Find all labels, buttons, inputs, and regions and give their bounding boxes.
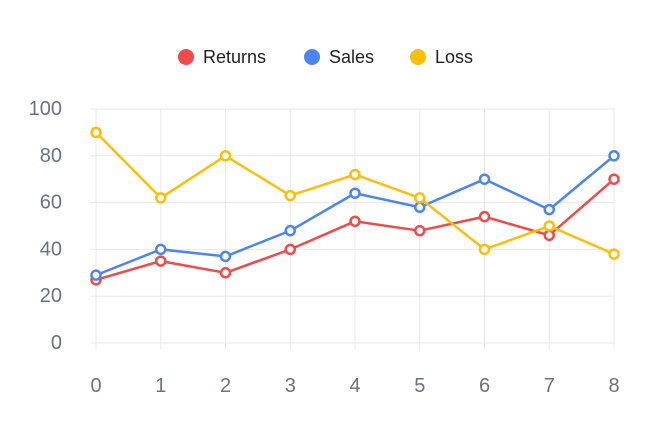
legend-item-sales[interactable]: Sales [304,47,374,67]
data-point-loss[interactable] [608,248,620,260]
grid [90,108,615,349]
x-tick-label: 7 [544,375,555,397]
legend-marker [304,49,320,65]
x-tick-label: 1 [155,375,166,397]
data-point-returns[interactable] [543,229,555,242]
y-tick-label: 0 [51,332,62,354]
y-tick-label: 40 [40,238,62,260]
legend-label: Returns [203,47,266,67]
series-layer [90,126,620,286]
legend-marker [178,49,194,65]
y-tick-label: 100 [29,98,62,120]
y-tick-label: 60 [40,192,62,214]
data-point-sales[interactable] [219,250,232,263]
legend-item-loss[interactable]: Loss [410,47,473,67]
data-point-returns[interactable] [219,267,232,279]
data-point-sales[interactable] [608,150,620,162]
data-point-returns[interactable] [478,210,491,223]
y-tick-label: 80 [40,145,62,167]
data-point-loss[interactable] [219,150,232,162]
legend-label: Sales [329,47,374,67]
legend-marker [410,49,426,65]
x-tick-label: 2 [220,375,231,397]
data-point-sales[interactable] [414,201,426,214]
data-point-sales[interactable] [543,203,555,216]
data-point-sales[interactable] [155,243,167,256]
data-point-loss[interactable] [543,220,555,232]
series-loss [90,126,620,260]
data-point-sales[interactable] [284,224,296,237]
data-point-sales[interactable] [90,269,102,281]
legend-label: Loss [435,47,473,67]
x-tick-label: 6 [479,375,490,397]
data-point-loss[interactable] [155,192,167,204]
data-point-returns[interactable] [414,224,426,237]
series-returns [90,173,620,286]
data-point-returns[interactable] [608,173,620,185]
series-sales [90,150,620,281]
data-point-loss[interactable] [414,192,426,204]
x-tick-label: 5 [414,375,425,397]
x-tick-label: 4 [349,375,360,397]
data-point-loss[interactable] [349,168,361,181]
data-point-loss[interactable] [90,126,102,139]
x-tick-label: 0 [90,375,101,397]
legend-item-returns[interactable]: Returns [178,47,266,67]
x-tick-label: 3 [285,375,296,397]
data-point-loss[interactable] [284,189,296,202]
data-point-returns[interactable] [155,255,167,267]
data-point-sales[interactable] [349,187,361,199]
x-tick-label: 8 [608,375,619,397]
legend[interactable]: Returns Sales Loss [178,47,473,67]
y-tick-label: 20 [40,285,62,307]
data-point-sales[interactable] [478,173,491,185]
data-point-loss[interactable] [478,243,491,256]
data-point-returns[interactable] [349,215,361,228]
data-point-returns[interactable] [284,243,296,256]
axes: 0 20 40 60 80 100 0 1 2 3 4 5 6 7 8 [29,98,620,397]
